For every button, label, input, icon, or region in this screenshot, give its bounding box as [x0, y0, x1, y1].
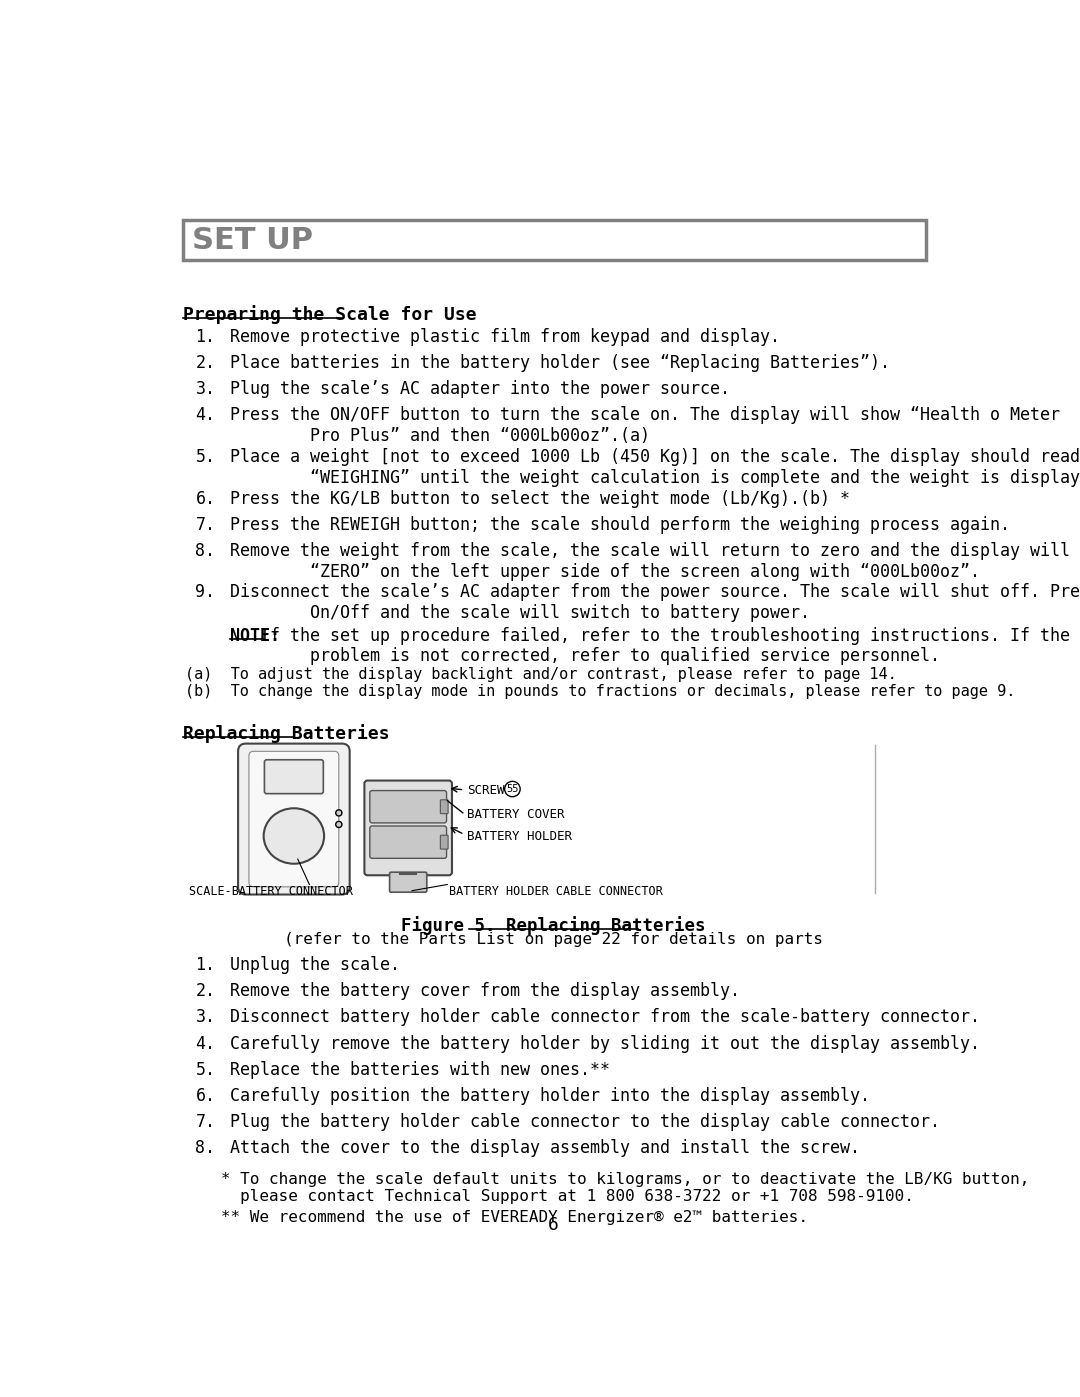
Text: BATTERY HOLDER: BATTERY HOLDER	[467, 830, 571, 842]
Text: 4.: 4.	[195, 1035, 215, 1053]
Text: Press the KG/LB button to select the weight mode (Lb/Kg).(b) *: Press the KG/LB button to select the wei…	[230, 489, 850, 507]
FancyBboxPatch shape	[369, 826, 446, 858]
Text: Replacing Batteries: Replacing Batteries	[183, 724, 390, 743]
Text: 7.: 7.	[195, 515, 215, 534]
Text: Figure 5. Replacing Batteries: Figure 5. Replacing Batteries	[402, 916, 705, 935]
Text: 7.: 7.	[195, 1113, 215, 1132]
Text: NOTE:: NOTE:	[230, 627, 280, 644]
Text: Plug the scale’s AC adapter into the power source.: Plug the scale’s AC adapter into the pow…	[230, 380, 730, 398]
Text: (refer to the Parts List on page 22 for details on parts: (refer to the Parts List on page 22 for …	[284, 932, 823, 947]
Text: 2.: 2.	[195, 982, 215, 1000]
Text: 8.: 8.	[195, 542, 215, 560]
Text: 1.: 1.	[195, 956, 215, 974]
Text: 9.: 9.	[195, 584, 215, 602]
FancyBboxPatch shape	[265, 760, 323, 793]
Text: SCREW: SCREW	[467, 784, 504, 796]
Text: Place a weight [not to exceed 1000 Lb (450 Kg)] on the scale. The display should: Place a weight [not to exceed 1000 Lb (4…	[230, 448, 1080, 486]
Text: 55: 55	[507, 784, 518, 793]
Text: 6.: 6.	[195, 1087, 215, 1105]
Text: Disconnect the scale’s AC adapter from the power source. The scale will shut off: Disconnect the scale’s AC adapter from t…	[230, 584, 1080, 622]
FancyBboxPatch shape	[183, 219, 926, 260]
Circle shape	[504, 781, 521, 796]
Text: (b)  To change the display mode in pounds to fractions or decimals, please refer: (b) To change the display mode in pounds…	[185, 683, 1015, 698]
Text: 3.: 3.	[195, 380, 215, 398]
Text: SET UP: SET UP	[192, 226, 313, 256]
Text: 5.: 5.	[195, 448, 215, 467]
Text: Disconnect battery holder cable connector from the scale-battery connector.: Disconnect battery holder cable connecto…	[230, 1009, 980, 1027]
Text: 6: 6	[548, 1217, 559, 1235]
Text: 4.: 4.	[195, 407, 215, 425]
Text: If the set up procedure failed, refer to the troubleshooting instructions. If th: If the set up procedure failed, refer to…	[230, 627, 1069, 665]
Text: SCALE-BATTERY CONNECTOR: SCALE-BATTERY CONNECTOR	[189, 884, 353, 897]
Text: Carefully remove the battery holder by sliding it out the display assembly.: Carefully remove the battery holder by s…	[230, 1035, 980, 1053]
Text: (a)  To adjust the display backlight and/or contrast, please refer to page 14.: (a) To adjust the display backlight and/…	[185, 666, 896, 682]
FancyBboxPatch shape	[248, 752, 339, 887]
Circle shape	[336, 821, 342, 827]
FancyBboxPatch shape	[441, 835, 448, 849]
Text: 6.: 6.	[195, 489, 215, 507]
Text: please contact Technical Support at 1 800 638-3722 or +1 708 598-9100.: please contact Technical Support at 1 80…	[192, 1189, 915, 1204]
Text: Remove the battery cover from the display assembly.: Remove the battery cover from the displa…	[230, 982, 740, 1000]
Text: Preparing the Scale for Use: Preparing the Scale for Use	[183, 305, 476, 324]
Text: BATTERY COVER: BATTERY COVER	[467, 809, 564, 821]
Text: 8.: 8.	[195, 1140, 215, 1157]
Text: Unplug the scale.: Unplug the scale.	[230, 956, 400, 974]
FancyBboxPatch shape	[390, 872, 427, 893]
Text: 3.: 3.	[195, 1009, 215, 1027]
FancyBboxPatch shape	[364, 781, 451, 876]
Text: Place batteries in the battery holder (see “Replacing Batteries”).: Place batteries in the battery holder (s…	[230, 353, 890, 372]
Text: Press the REWEIGH button; the scale should perform the weighing process again.: Press the REWEIGH button; the scale shou…	[230, 515, 1010, 534]
Text: Plug the battery holder cable connector to the display cable connector.: Plug the battery holder cable connector …	[230, 1113, 940, 1132]
FancyBboxPatch shape	[441, 800, 448, 813]
Text: 5.: 5.	[195, 1060, 215, 1078]
Text: BATTERY HOLDER CABLE CONNECTOR: BATTERY HOLDER CABLE CONNECTOR	[449, 884, 663, 897]
Text: Replace the batteries with new ones.**: Replace the batteries with new ones.**	[230, 1060, 609, 1078]
Text: Remove protective plastic film from keypad and display.: Remove protective plastic film from keyp…	[230, 328, 780, 346]
Ellipse shape	[264, 809, 324, 863]
Text: Carefully position the battery holder into the display assembly.: Carefully position the battery holder in…	[230, 1087, 869, 1105]
Text: Press the ON/OFF button to turn the scale on. The display will show “Health o Me: Press the ON/OFF button to turn the scal…	[230, 407, 1059, 446]
FancyBboxPatch shape	[369, 791, 446, 823]
Text: 2.: 2.	[195, 353, 215, 372]
Text: Remove the weight from the scale, the scale will return to zero and the display : Remove the weight from the scale, the sc…	[230, 542, 1080, 581]
Text: 1.: 1.	[195, 328, 215, 346]
Text: * To change the scale default units to kilograms, or to deactivate the LB/KG but: * To change the scale default units to k…	[192, 1172, 1029, 1186]
Text: ** We recommend the use of EVEREADY Energizer® e2™ batteries.: ** We recommend the use of EVEREADY Ener…	[192, 1210, 808, 1225]
FancyBboxPatch shape	[238, 743, 350, 894]
Text: Attach the cover to the display assembly and install the screw.: Attach the cover to the display assembly…	[230, 1140, 860, 1157]
Circle shape	[336, 810, 342, 816]
